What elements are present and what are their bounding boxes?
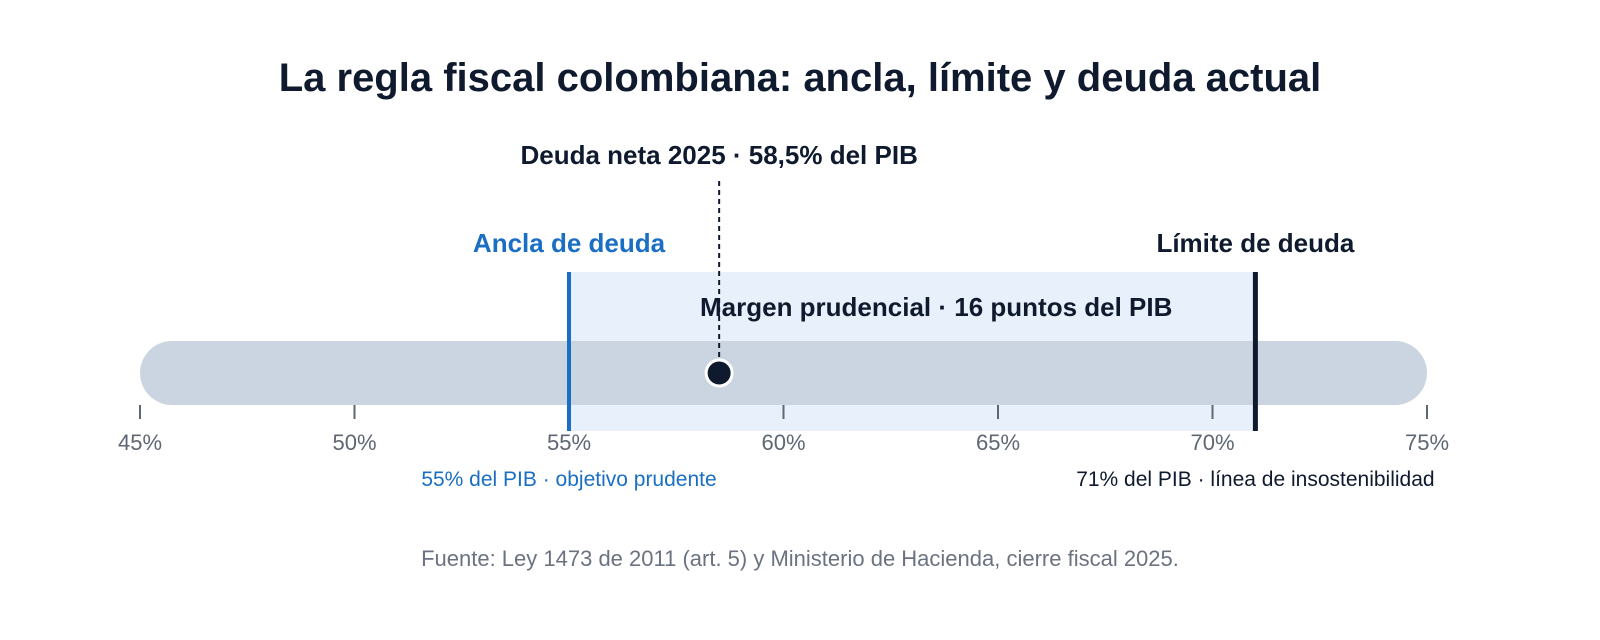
axis-tick-label: 65% xyxy=(976,430,1020,455)
axis-tick-label: 45% xyxy=(118,430,162,455)
anchor-label: Ancla de deuda xyxy=(473,228,666,258)
current-value-label: Deuda neta 2025 · 58,5% del PIB xyxy=(520,140,917,170)
limit-label: Límite de deuda xyxy=(1156,228,1354,258)
limit-note: 71% del PIB · línea de insostenibilidad xyxy=(1076,468,1434,491)
gauge-track xyxy=(140,341,1427,405)
axis-tick-label: 50% xyxy=(332,430,376,455)
axis-tick-label: 70% xyxy=(1190,430,1234,455)
source-note: Fuente: Ley 1473 de 2011 (art. 5) y Mini… xyxy=(421,546,1179,571)
anchor-note: 55% del PIB · objetivo prudente xyxy=(421,468,716,491)
axis-tick-label: 75% xyxy=(1405,430,1449,455)
margin-label: Margen prudencial · 16 puntos del PIB xyxy=(700,292,1172,322)
current-debt-marker xyxy=(704,358,734,388)
axis-tick-label: 55% xyxy=(547,430,591,455)
chart-title: La regla fiscal colombiana: ancla, límit… xyxy=(278,56,1322,100)
axis-tick-label: 60% xyxy=(761,430,805,455)
axis-ticks: 45% 50% 55% 60% 65% 70% 75% xyxy=(118,405,1449,455)
